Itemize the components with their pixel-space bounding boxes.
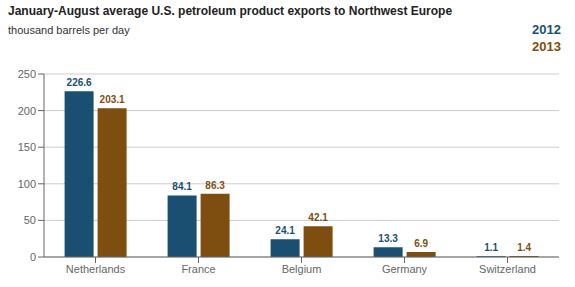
html-text:January-August average U.S. pe: January-August average U.S. petroleum pr… xyxy=(8,4,453,18)
svg-text:Netherlands: Netherlands xyxy=(66,263,126,275)
svg-text:86.3: 86.3 xyxy=(205,180,225,191)
svg-text:Switzerland: Switzerland xyxy=(479,263,536,275)
svg-text:13.3: 13.3 xyxy=(378,233,398,244)
svg-text:Germany: Germany xyxy=(382,263,428,275)
svg-text:Belgium: Belgium xyxy=(282,263,322,275)
svg-text:50: 50 xyxy=(24,214,36,226)
svg-text:226.6: 226.6 xyxy=(67,77,92,88)
svg-text:24.1: 24.1 xyxy=(275,225,295,236)
svg-text:84.1: 84.1 xyxy=(172,181,192,192)
html-text:2013: 2013 xyxy=(532,39,561,54)
svg-text:1.1: 1.1 xyxy=(484,242,498,253)
svg-text:203.1: 203.1 xyxy=(100,94,125,105)
svg-text:42.1: 42.1 xyxy=(308,212,328,223)
svg-text:France: France xyxy=(181,263,215,275)
svg-text:250: 250 xyxy=(18,68,36,80)
svg-text:150: 150 xyxy=(18,141,36,153)
html-text:thousand barrels per day: thousand barrels per day xyxy=(8,24,130,36)
svg-text:200: 200 xyxy=(18,105,36,117)
svg-text:100: 100 xyxy=(18,178,36,190)
svg-text:0: 0 xyxy=(30,251,36,263)
svg-text:1.4: 1.4 xyxy=(517,242,531,253)
svg-text:6.9: 6.9 xyxy=(414,238,428,249)
html-text:2012: 2012 xyxy=(532,22,561,37)
